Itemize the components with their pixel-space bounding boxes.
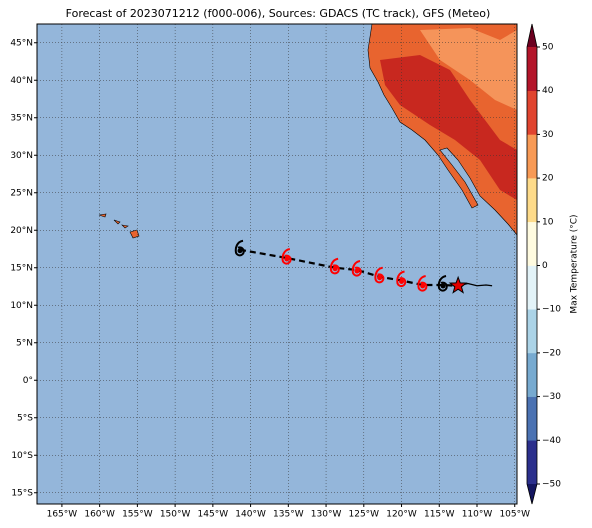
x-tick-label: 105°W: [499, 510, 530, 520]
y-tick-label: 30°N: [10, 151, 33, 161]
colorbar-over: [527, 24, 537, 47]
colorbar-bin: [527, 178, 537, 223]
colorbar-tick-label: 20: [542, 174, 554, 184]
colorbar-bin: [527, 90, 537, 135]
x-tick-label: 165°W: [47, 510, 78, 520]
colorbar-tick-label: 50: [542, 43, 554, 53]
colorbar-bin: [527, 440, 537, 485]
x-tick-label: 115°W: [424, 510, 455, 520]
x-tick-label: 160°W: [84, 510, 115, 520]
x-tick-label: 150°W: [160, 510, 191, 520]
colorbar-tick-label: −10: [542, 305, 561, 315]
y-tick-label: 15°N: [10, 263, 33, 273]
map-title: Forecast of 2023071212 (f000-006), Sourc…: [66, 7, 491, 20]
y-tick-label: 5°S: [17, 413, 33, 423]
storm-eye: [237, 248, 243, 254]
storm-eye: [332, 266, 338, 272]
x-tick-label: 130°W: [311, 510, 342, 520]
y-tick-label: 25°N: [10, 188, 33, 198]
storm-symbol: [437, 275, 448, 292]
y-tick-label: 20°N: [10, 226, 33, 236]
colorbar-bin: [527, 221, 537, 266]
storm-symbol: [281, 248, 292, 265]
colorbar-tick-label: 10: [542, 217, 554, 227]
colorbar-tick-label: −20: [542, 348, 561, 358]
map-frame: [36, 23, 518, 505]
y-tick-label: 0°: [23, 376, 33, 386]
x-tick-label: 155°W: [122, 510, 153, 520]
y-tick-label: 5°N: [16, 338, 33, 348]
x-tick-label: 145°W: [198, 510, 229, 520]
storm-eye: [354, 268, 360, 274]
storm-eye: [377, 275, 383, 281]
land: [98, 23, 518, 239]
x-tick-label: 140°W: [235, 510, 266, 520]
storm-symbol: [351, 260, 362, 277]
colorbar-bin: [527, 134, 537, 179]
x-tick-label: 120°W: [386, 510, 417, 520]
colorbar-bin: [527, 47, 537, 91]
colorbar-bin: [527, 352, 537, 397]
colorbar-tick-label: −30: [542, 392, 561, 402]
storm-symbol: [234, 239, 245, 257]
colorbar-bin: [527, 309, 537, 354]
x-tick-label: 125°W: [349, 510, 380, 520]
y-tick-label: 10°N: [10, 301, 33, 311]
colorbar-bin: [527, 396, 537, 441]
storm-symbol: [396, 270, 407, 288]
storm-symbol: [329, 257, 340, 275]
y-tick-label: 15°S: [11, 488, 33, 498]
colorbar-tick-label: 30: [542, 130, 554, 140]
x-tick-label: 135°W: [273, 510, 304, 520]
current-position: [448, 275, 468, 294]
colorbar-tick-label: −50: [542, 480, 561, 490]
storm-eye: [420, 283, 426, 289]
colorbar-tick-label: 40: [542, 86, 554, 96]
y-tick-label: 35°N: [10, 113, 33, 123]
colorbar-label: Max Temperature (°C): [570, 214, 580, 313]
storm-symbol: [417, 275, 428, 292]
y-tick-label: 40°N: [10, 76, 33, 86]
storm-eye: [440, 283, 446, 289]
colorbar-tick-label: 0: [542, 261, 548, 271]
x-tick-label: 110°W: [462, 510, 493, 520]
colorbar-under: [527, 484, 537, 504]
storm-eye: [399, 279, 405, 284]
y-tick-label: 10°S: [11, 451, 33, 461]
colorbar-tick-label: −40: [542, 436, 561, 446]
storm-symbol: [374, 266, 385, 284]
y-tick-label: 45°N: [10, 38, 33, 48]
storm-eye: [284, 256, 290, 262]
colorbar-bin: [527, 265, 537, 310]
